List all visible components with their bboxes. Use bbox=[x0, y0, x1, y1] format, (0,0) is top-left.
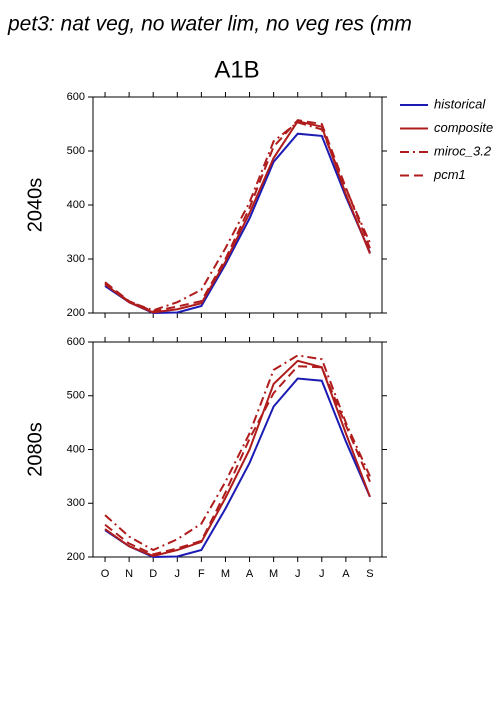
x-tick-label: J bbox=[175, 568, 181, 580]
x-tick-label: F bbox=[198, 568, 205, 580]
x-tick-label: M bbox=[221, 568, 230, 580]
y-tick-label: 400 bbox=[67, 443, 85, 455]
x-tick-label: O bbox=[101, 568, 110, 580]
legend-label: pcm1 bbox=[433, 167, 466, 182]
series-line bbox=[104, 121, 371, 312]
series-line bbox=[104, 365, 371, 556]
y-tick-label: 600 bbox=[67, 336, 85, 348]
x-tick-label: N bbox=[125, 568, 133, 580]
y-axis-label: 2080s bbox=[24, 422, 46, 477]
y-tick-label: 500 bbox=[67, 390, 85, 402]
x-tick-label: S bbox=[366, 568, 373, 580]
legend-label: historical bbox=[434, 96, 486, 111]
series-line bbox=[104, 354, 371, 552]
subtitle: A1B bbox=[214, 56, 259, 83]
x-tick-label: J bbox=[319, 568, 325, 580]
x-tick-label: A bbox=[342, 568, 350, 580]
legend-label: miroc_3.2 bbox=[434, 143, 492, 158]
x-tick-label: J bbox=[295, 568, 301, 580]
x-tick-label: D bbox=[149, 568, 157, 580]
y-tick-label: 200 bbox=[67, 551, 85, 563]
y-tick-label: 300 bbox=[67, 253, 85, 265]
page-title: pet3: nat veg, no water lim, no veg res … bbox=[7, 13, 412, 36]
series-line bbox=[104, 120, 371, 314]
x-tick-label: M bbox=[269, 568, 278, 580]
series-line bbox=[104, 119, 371, 313]
y-axis-label: 2040s bbox=[24, 178, 46, 233]
y-tick-label: 500 bbox=[67, 145, 85, 157]
y-tick-label: 600 bbox=[67, 91, 85, 103]
plot-frame bbox=[92, 96, 383, 314]
y-tick-label: 200 bbox=[67, 307, 85, 319]
y-tick-label: 300 bbox=[67, 497, 85, 509]
y-tick-label: 400 bbox=[67, 199, 85, 211]
plot-frame bbox=[92, 341, 383, 558]
x-tick-label: A bbox=[246, 568, 254, 580]
legend-label: composite bbox=[434, 120, 493, 135]
